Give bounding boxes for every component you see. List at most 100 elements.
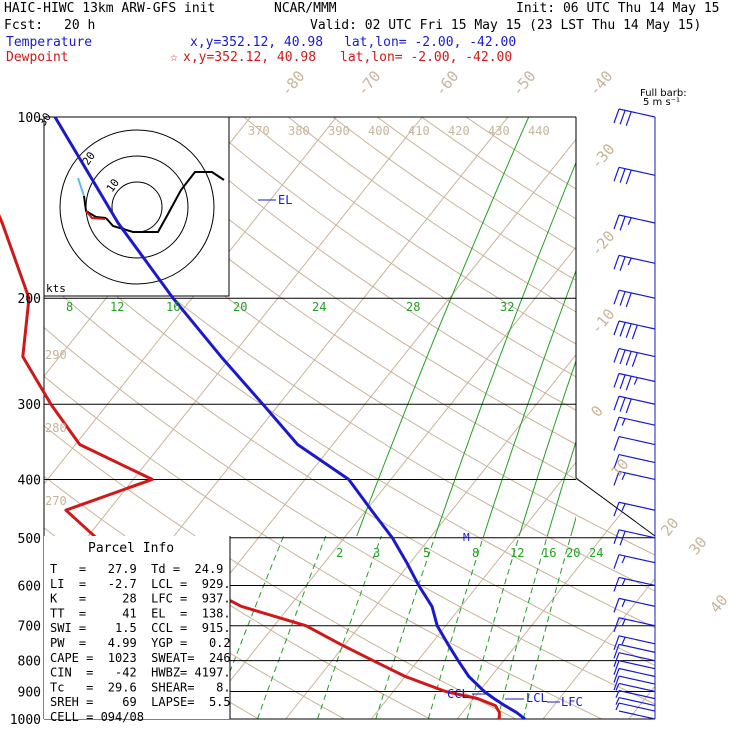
wind-barb-flag [613, 471, 620, 486]
isotherm-line [542, 117, 655, 719]
wind-barb-staff [618, 702, 656, 712]
pressure-tick-label: 500 [18, 532, 41, 547]
isotherm-line [628, 117, 655, 719]
theta-label: 430 [488, 124, 510, 138]
wind-barb-flag [613, 652, 620, 667]
temperature-latlon: lat,lon= -2.00, -42.00 [344, 35, 517, 50]
wind-barb-flag [619, 168, 626, 183]
parcel-info-row: CELL = 094/08 [50, 710, 144, 724]
wind-barb [613, 554, 656, 569]
theta-label: 290 [45, 348, 67, 362]
mixing-ratio-line [497, 536, 551, 719]
pressure-tick-label: 400 [18, 473, 41, 488]
wind-barb-flag [613, 577, 620, 592]
isotherm-label: -70 [353, 67, 384, 99]
hodograph-trace-upper [105, 171, 225, 233]
wind-barb-flag [613, 214, 620, 230]
mixing-ratio-line [290, 117, 530, 536]
wind-barb-flag [619, 256, 626, 271]
hodograph-ring [59, 129, 215, 285]
pressure-tick-label: 800 [18, 655, 41, 670]
star-icon: ☆ [170, 50, 178, 65]
wind-barb-half-flag [633, 377, 638, 385]
dewpoint-legend-label: Dewpoint [6, 50, 69, 65]
model-title: HAIC-HIWC 13km ARW-GFS init [4, 1, 216, 16]
pressure-tick-label: 900 [18, 685, 41, 700]
wind-barb-flag [613, 373, 620, 388]
parcel-info-row: CAPE = 1023 SWEAT= 246 [50, 651, 231, 665]
parcel-info-row: T = 27.9 Td = 24.9 [50, 562, 223, 576]
org-label: NCAR/MMM [274, 1, 337, 16]
theta-label: 390 [328, 124, 350, 138]
dry-adiabat-line [65, 117, 655, 719]
wind-barb [613, 347, 656, 367]
melting-level-marker: M [463, 531, 470, 544]
mixing-ratio-line [611, 117, 740, 719]
wind-barb [613, 529, 656, 546]
mixing-ratio-upper [290, 117, 740, 719]
wind-barb [615, 682, 656, 693]
wind-barb-staff [618, 660, 656, 670]
mixing-ratio-line [544, 117, 576, 536]
hodograph-frame [43, 116, 230, 297]
wind-barb [615, 697, 656, 707]
temperature-legend-label: Temperature [6, 35, 93, 50]
mixing-ratio-line [522, 536, 574, 719]
isotherm-label: -20 [587, 227, 618, 259]
wind-barb-flag [625, 111, 632, 126]
wind-barb-flag [625, 351, 632, 366]
isotherm-label: -40 [585, 67, 616, 99]
wind-barb [613, 576, 656, 592]
mixing-ratio-line [563, 117, 576, 536]
parcel-info-row: TT = 41 EL = 138. [50, 606, 231, 620]
mixing-ratio-label: 12 [110, 300, 124, 314]
dry-adiabat-line [154, 117, 655, 719]
isotherm-line [456, 117, 655, 719]
wind-barb-flag [619, 397, 626, 412]
wind-barb [613, 660, 656, 675]
wind-barb [613, 214, 656, 231]
isotherm-line [44, 117, 423, 719]
wind-barb [613, 667, 656, 683]
wind-barb-staff [618, 643, 656, 653]
dry-adiabat-line [44, 117, 655, 719]
mixing-ratio-line [466, 117, 576, 536]
wind-barb-flag [625, 169, 632, 185]
wind-barb-flag [613, 675, 620, 691]
dry-adiabat-line [44, 117, 517, 719]
wind-barb-staff [618, 697, 656, 707]
wind-barb-half-flag [615, 690, 620, 698]
parcel-info-title: Parcel Info [88, 541, 174, 556]
wind-barb [613, 675, 656, 691]
wind-barb-flag [613, 167, 620, 182]
wind-barb-half-flag [621, 618, 626, 627]
mixing-ratio-label: 20 [233, 300, 247, 314]
wind-barb-flag [619, 374, 626, 390]
isotherm-label: 30 [685, 533, 710, 558]
dry-adiabat-line [199, 117, 655, 719]
forecast-label: Fcst: [4, 18, 44, 33]
wind-barb [613, 166, 656, 185]
dry-adiabat-line [376, 117, 655, 719]
wind-barb-flag [631, 352, 638, 367]
mixing-ratio-line [582, 117, 740, 719]
lfc-marker: LFC [561, 695, 583, 709]
barb-legend-title: Full barb: [640, 88, 687, 99]
parcel-info-row: CIN = -42 HWBZ= 4197. [50, 666, 231, 680]
dry-adiabat-line [110, 117, 655, 719]
theta-label: 380 [288, 124, 310, 138]
valid-time: Valid: 02 UTC Fri 15 May 15 (23 LST Thu … [310, 18, 702, 33]
wind-barb-flag [619, 322, 626, 337]
wind-barb-flag [619, 216, 626, 231]
mixing-ratio-label: 24 [312, 300, 326, 314]
wind-barb-flag [613, 396, 620, 411]
wind-barb-flag [613, 598, 620, 613]
hodograph-trace-red [85, 210, 106, 220]
wind-barb-half-flag [621, 578, 626, 587]
mixing-ratio-label: 8 [66, 300, 73, 314]
wind-barb-flag [613, 255, 620, 270]
mixing-ratio-line [375, 536, 439, 719]
hodograph-units: kts [46, 282, 66, 295]
isotherm-label: 0 [587, 402, 607, 420]
dry-adiabat-line [44, 117, 603, 719]
